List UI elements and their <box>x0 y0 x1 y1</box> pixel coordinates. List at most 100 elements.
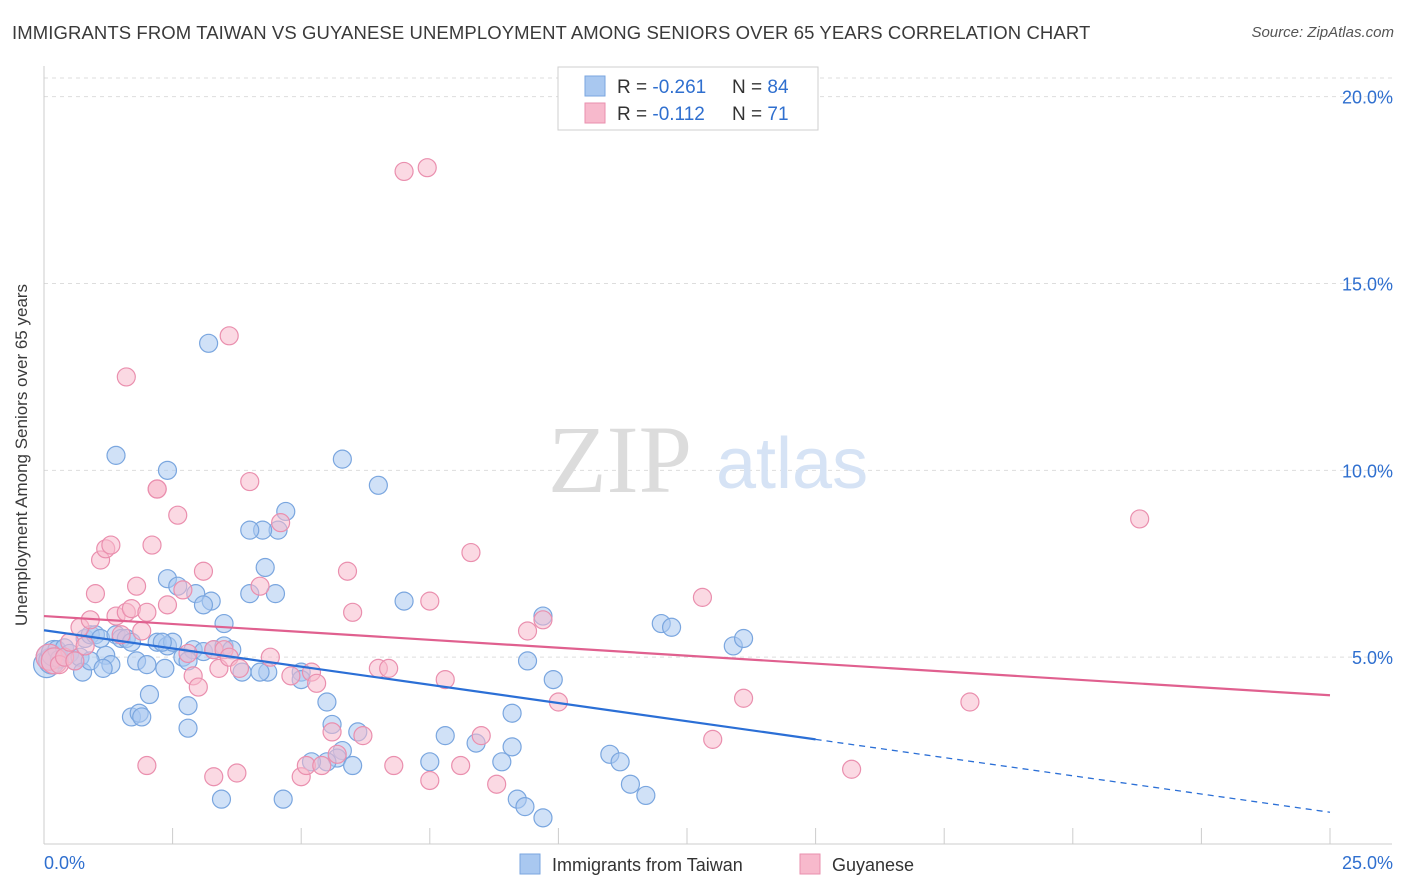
chart-title: IMMIGRANTS FROM TAIWAN VS GUYANESE UNEMP… <box>12 22 1091 43</box>
bottom-legend-swatch-guyanese <box>799 853 821 875</box>
bottom-legend-label-guyanese: Guyanese <box>832 855 914 875</box>
guyanese-point <box>420 591 440 611</box>
guyanese-point <box>487 774 507 794</box>
guyanese-point <box>960 692 980 712</box>
taiwan-point <box>273 789 293 809</box>
guyanese-point <box>517 621 538 641</box>
trend-line-guyanese <box>43 614 1331 697</box>
taiwan-point <box>343 755 363 776</box>
guyanese-point <box>312 755 332 776</box>
svg-text:R = -0.112: R = -0.112 <box>617 104 705 125</box>
guyanese-point <box>451 755 471 776</box>
taiwan-point <box>178 718 198 738</box>
trend-line-taiwan <box>43 629 816 741</box>
y-tick-label-20: 20.0% <box>1342 88 1393 108</box>
guyanese-point <box>75 636 95 656</box>
legend-r-value-2: -0.112 <box>652 104 704 125</box>
guyanese-point <box>240 471 260 492</box>
guyanese-point <box>461 542 481 563</box>
guyanese-point <box>327 744 347 764</box>
guyanese-point <box>533 610 553 630</box>
guyanese-point <box>271 513 291 533</box>
guyanese-point <box>343 602 363 622</box>
taiwan-point <box>492 752 512 772</box>
legend-n-value-1: 84 <box>767 77 789 98</box>
guyanese-point <box>229 658 250 678</box>
x-tick-label-0: 0.0% <box>44 853 85 873</box>
taiwan-point <box>211 789 232 809</box>
legend-n-value-2: 71 <box>767 104 788 125</box>
y-tick-label-5: 5.0% <box>1352 648 1393 668</box>
taiwan-point <box>543 669 563 690</box>
taiwan-point <box>199 333 219 353</box>
trend-lines <box>43 614 1331 813</box>
guyanese-point <box>157 595 178 615</box>
taiwan-point <box>610 752 630 772</box>
guyanese-point <box>173 580 193 600</box>
guyanese-point <box>1130 509 1150 529</box>
legend-swatch-taiwan <box>584 75 606 97</box>
axes <box>43 66 1392 845</box>
taiwan-point <box>661 617 682 637</box>
guyanese-point <box>384 755 404 776</box>
y-tick-label-15: 15.0% <box>1342 275 1393 295</box>
legend-bottom: Immigrants from Taiwan Guyanese <box>519 853 914 875</box>
guyanese-point <box>142 535 162 555</box>
taiwan-point <box>240 520 260 540</box>
bottom-legend-label-taiwan: Immigrants from Taiwan <box>552 855 743 875</box>
taiwan-point <box>106 445 126 465</box>
guyanese-point <box>188 677 208 697</box>
watermark: ZIP atlas <box>548 406 868 513</box>
taiwan-point <box>139 684 160 705</box>
guyanese-point <box>126 576 147 596</box>
taiwan-point <box>250 662 270 682</box>
legend-top: R = -0.261 N = 84 R = -0.112 N = 71 <box>557 66 819 131</box>
guyanese-point <box>703 729 723 749</box>
taiwan-point <box>394 591 414 611</box>
guyanese-point <box>435 669 455 690</box>
guyanese-point <box>471 726 491 746</box>
taiwan-point <box>533 808 553 828</box>
tick-labels: 5.0% 10.0% 15.0% 20.0% 0.0% 25.0% <box>44 88 1393 873</box>
taiwan-point <box>368 475 388 495</box>
grid-lines <box>44 77 1392 658</box>
taiwan-point <box>265 584 286 604</box>
legend-r-label-1: R = <box>617 77 652 98</box>
guyanese-point <box>137 602 157 622</box>
watermark-atlas: atlas <box>716 424 868 504</box>
taiwan-point <box>620 774 641 794</box>
guyanese-point <box>147 479 167 499</box>
taiwan-point <box>178 696 198 716</box>
guyanese-point <box>101 535 121 555</box>
taiwan-point <box>137 655 157 675</box>
taiwan-point <box>636 785 656 806</box>
taiwan-point <box>420 752 440 772</box>
guyanese-point <box>417 158 437 178</box>
guyanese-point <box>111 625 131 645</box>
taiwan-point <box>157 460 178 480</box>
guyanese-point <box>132 621 152 641</box>
taiwan-point <box>502 737 522 757</box>
source-credit: Source: ZipAtlas.com <box>1251 24 1394 41</box>
taiwan-point <box>193 595 214 615</box>
guyanese-point <box>137 755 157 776</box>
taiwan-point <box>132 707 152 727</box>
taiwan-point <box>214 613 234 634</box>
taiwan-point <box>255 557 275 578</box>
guyanese-point <box>692 587 713 607</box>
legend-swatch-guyanese <box>584 102 606 124</box>
legend-n-label-1: N = <box>732 77 767 98</box>
guyanese-point <box>219 326 239 346</box>
guyanese-point <box>178 643 198 664</box>
taiwan-point <box>733 628 754 649</box>
guyanese-point <box>337 561 358 581</box>
legend-r-value-1: -0.261 <box>652 77 706 98</box>
guyanese-point <box>379 658 399 678</box>
legend-r-label-2: R = <box>617 104 652 125</box>
watermark-zip: ZIP <box>548 406 692 513</box>
trend-line-taiwan-extrapolated <box>815 738 1331 813</box>
taiwan-point <box>515 797 535 817</box>
taiwan-point <box>93 658 113 678</box>
guyanese-point <box>204 767 224 787</box>
